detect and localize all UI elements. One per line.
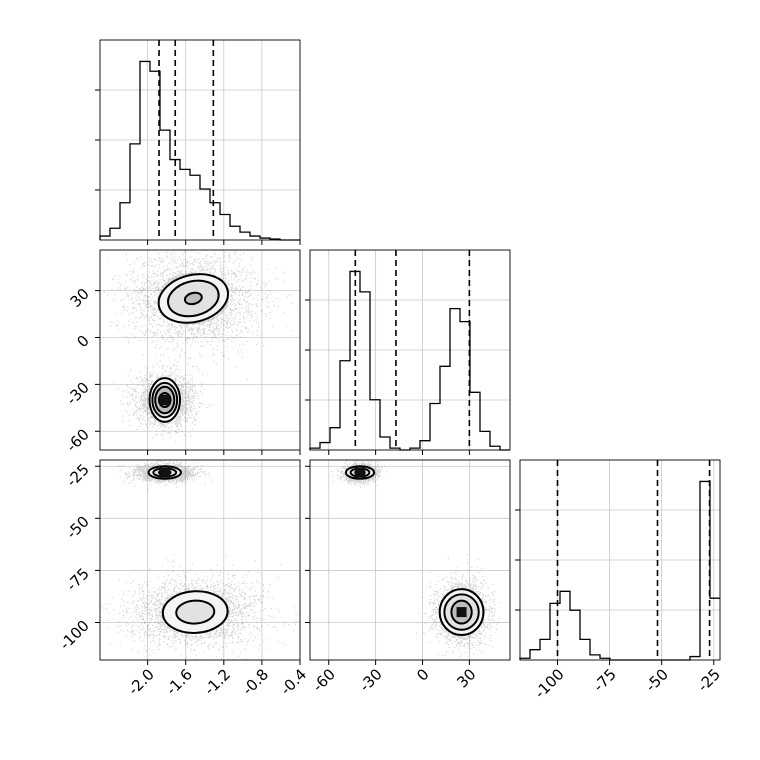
pair-panel-0-1	[100, 250, 300, 450]
x-tick-label: -60	[309, 665, 339, 695]
x-tick-label: -30	[356, 665, 386, 695]
histogram-panel-3	[515, 460, 720, 661]
y-tick-label: -100	[56, 617, 93, 654]
pair-panel-content	[100, 250, 300, 450]
pair-panel-1-2	[310, 460, 510, 660]
density-peak	[159, 467, 170, 478]
x-tick-label: 0	[413, 665, 432, 684]
histogram-step-line	[309, 270, 510, 451]
histogram-step-line	[99, 60, 300, 241]
x-tick-label: -100	[531, 665, 568, 702]
x-tick-label: -1.2	[201, 665, 234, 698]
contour-line	[175, 599, 216, 625]
pair-frame	[309, 459, 511, 661]
x-tick-label: -0.4	[277, 665, 310, 698]
histogram-step-line	[519, 480, 720, 661]
x-tick-label: -50	[642, 665, 672, 695]
density-peak	[456, 607, 467, 618]
histogram-panel-2	[305, 250, 510, 451]
histogram-frame	[99, 39, 301, 241]
x-tick-label: -25	[694, 665, 724, 695]
x-tick-label: 30	[453, 665, 479, 691]
pair-panel-content	[310, 460, 510, 660]
pair-panel-content	[100, 460, 300, 660]
pair-frame	[99, 249, 301, 451]
density-peak	[355, 467, 365, 478]
y-tick-label: -30	[63, 378, 93, 408]
scatter-points	[103, 250, 299, 380]
pair-panel-0-2	[100, 460, 300, 660]
x-tick-label: -1.6	[163, 665, 196, 698]
histogram-frame	[309, 249, 511, 451]
x-tick-label: -75	[590, 665, 620, 695]
pair-frame	[99, 459, 301, 661]
histogram-frame	[519, 459, 721, 661]
y-tick-label: -25	[63, 460, 93, 490]
y-tick-label: 0	[73, 332, 92, 351]
histogram-panel-1	[95, 40, 300, 241]
y-tick-label: -75	[63, 565, 93, 595]
contour-line	[183, 291, 203, 306]
y-tick-label: -50	[63, 512, 93, 542]
x-tick-label: -2.0	[124, 665, 157, 698]
y-tick-label: 30	[67, 285, 93, 311]
x-tick-label: -0.8	[239, 665, 272, 698]
y-tick-label: -60	[63, 425, 93, 455]
density-peak	[159, 395, 170, 405]
